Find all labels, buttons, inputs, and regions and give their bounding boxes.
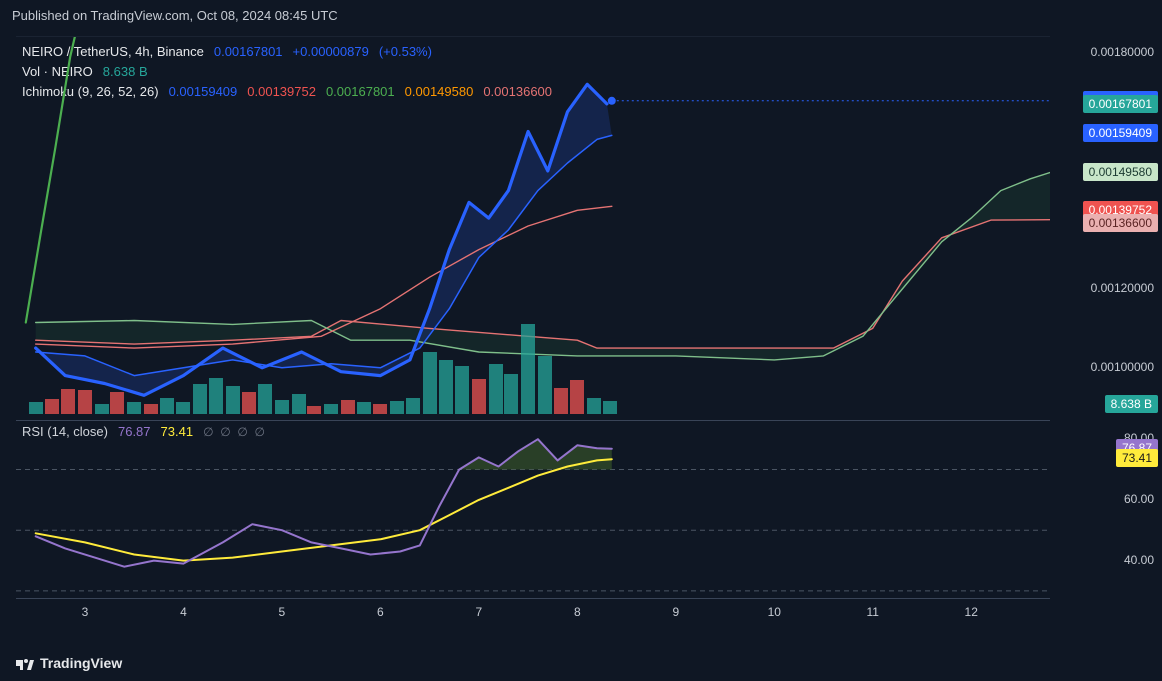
xtick: 3 [82,605,89,619]
volume-bar [357,402,371,414]
volume-bar [554,388,568,414]
volume-bar [504,374,518,414]
volume-bar [242,392,256,414]
price-tag: 0.00159409 [1083,124,1158,142]
xtick: 5 [279,605,286,619]
volume-bar [406,398,420,414]
main-chart-panel[interactable] [16,36,1050,414]
ytick: 0.00120000 [1091,281,1154,295]
volume-bar [373,404,387,414]
volume-bar [29,402,43,414]
volume-bar [78,390,92,414]
volume-bar [45,399,59,414]
volume-bar [439,360,453,414]
xtick: 6 [377,605,384,619]
xtick: 8 [574,605,581,619]
price-tag: 0.00136600 [1083,214,1158,232]
xtick: 11 [867,605,879,619]
volume-bars [16,314,1050,414]
rsi-ytick: 60.00 [1124,492,1154,506]
volume-bar [110,392,124,414]
rsi-chart-svg [16,421,1050,597]
chart-container: Published on TradingView.com, Oct 08, 20… [0,0,1162,681]
rsi-ytick: 40.00 [1124,553,1154,567]
ytick: 0.00100000 [1091,360,1154,374]
volume-bar [209,378,223,414]
volume-bar [423,352,437,414]
volume-bar [160,398,174,414]
brand-text: TradingView [40,655,122,671]
rsi-yaxis: 80.0060.0040.0076.8773.41 [1050,420,1162,596]
brand-footer[interactable]: TradingView [16,655,122,671]
publish-header: Published on TradingView.com, Oct 08, 20… [12,8,338,23]
volume-bar [307,406,321,414]
volume-bar [292,394,306,414]
volume-bar [226,386,240,414]
xtick: 7 [475,605,482,619]
volume-bar [341,400,355,414]
volume-bar [193,384,207,414]
ytick: 0.00180000 [1091,45,1154,59]
price-tag: 8.638 B [1105,395,1158,413]
volume-bar [95,404,109,414]
price-tag: 0.00149580 [1083,163,1158,181]
volume-bar [603,401,617,414]
volume-bar [275,400,289,414]
main-yaxis: 0.001800000.001600000.001400000.00120000… [1050,36,1162,414]
volume-bar [324,404,338,414]
price-tag: 0.00167801 [1083,95,1158,113]
xtick: 9 [672,605,679,619]
volume-bar [521,324,535,414]
tradingview-logo-icon [16,656,34,670]
xtick: 4 [180,605,187,619]
volume-bar [587,398,601,414]
xaxis: 3 4 5 6 7 8 9 10 11 12 [16,598,1050,628]
volume-bar [570,380,584,414]
rsi-chart-panel[interactable] [16,420,1050,596]
volume-bar [144,404,158,414]
volume-bar [258,384,272,414]
volume-bar [489,364,503,414]
volume-bar [176,402,190,414]
volume-bar [390,401,404,414]
volume-bar [127,402,141,414]
volume-bar [538,356,552,414]
xtick: 12 [965,605,978,619]
rsi-tag: 73.41 [1116,449,1158,467]
volume-bar [472,379,486,414]
xtick: 10 [768,605,781,619]
volume-bar [455,366,469,414]
volume-bar [61,389,75,414]
